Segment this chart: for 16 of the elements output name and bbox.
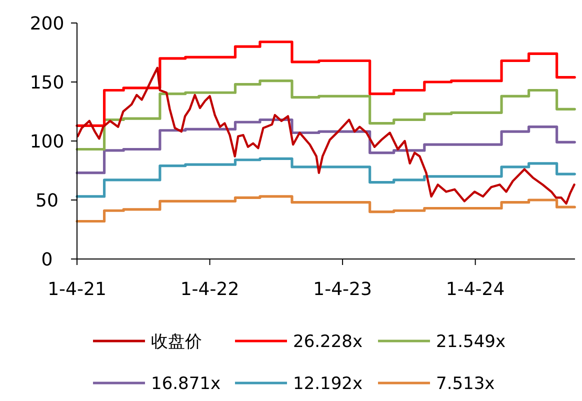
legend-label: 26.228x bbox=[293, 332, 363, 352]
y-tick-label: 200 bbox=[30, 13, 64, 34]
y-tick-label: 150 bbox=[30, 72, 64, 94]
y-tick-label: 50 bbox=[36, 190, 58, 212]
y-tick-label: 100 bbox=[30, 131, 64, 152]
x-tick-label: 1-4-22 bbox=[180, 279, 240, 300]
legend-label: 12.192x bbox=[293, 374, 363, 394]
legend-label: 16.871x bbox=[151, 374, 221, 394]
x-tick-label: 1-4-24 bbox=[446, 279, 505, 300]
x-tick-label: 1-4-23 bbox=[313, 279, 372, 300]
legend-label: 21.549x bbox=[436, 332, 506, 352]
y-tick-label: 0 bbox=[41, 249, 53, 270]
legend-label: 7.513x bbox=[436, 374, 495, 394]
legend-label: 收盘价 bbox=[151, 332, 202, 352]
x-tick-label: 1-4-21 bbox=[48, 279, 106, 300]
line-series bbox=[76, 66, 576, 205]
